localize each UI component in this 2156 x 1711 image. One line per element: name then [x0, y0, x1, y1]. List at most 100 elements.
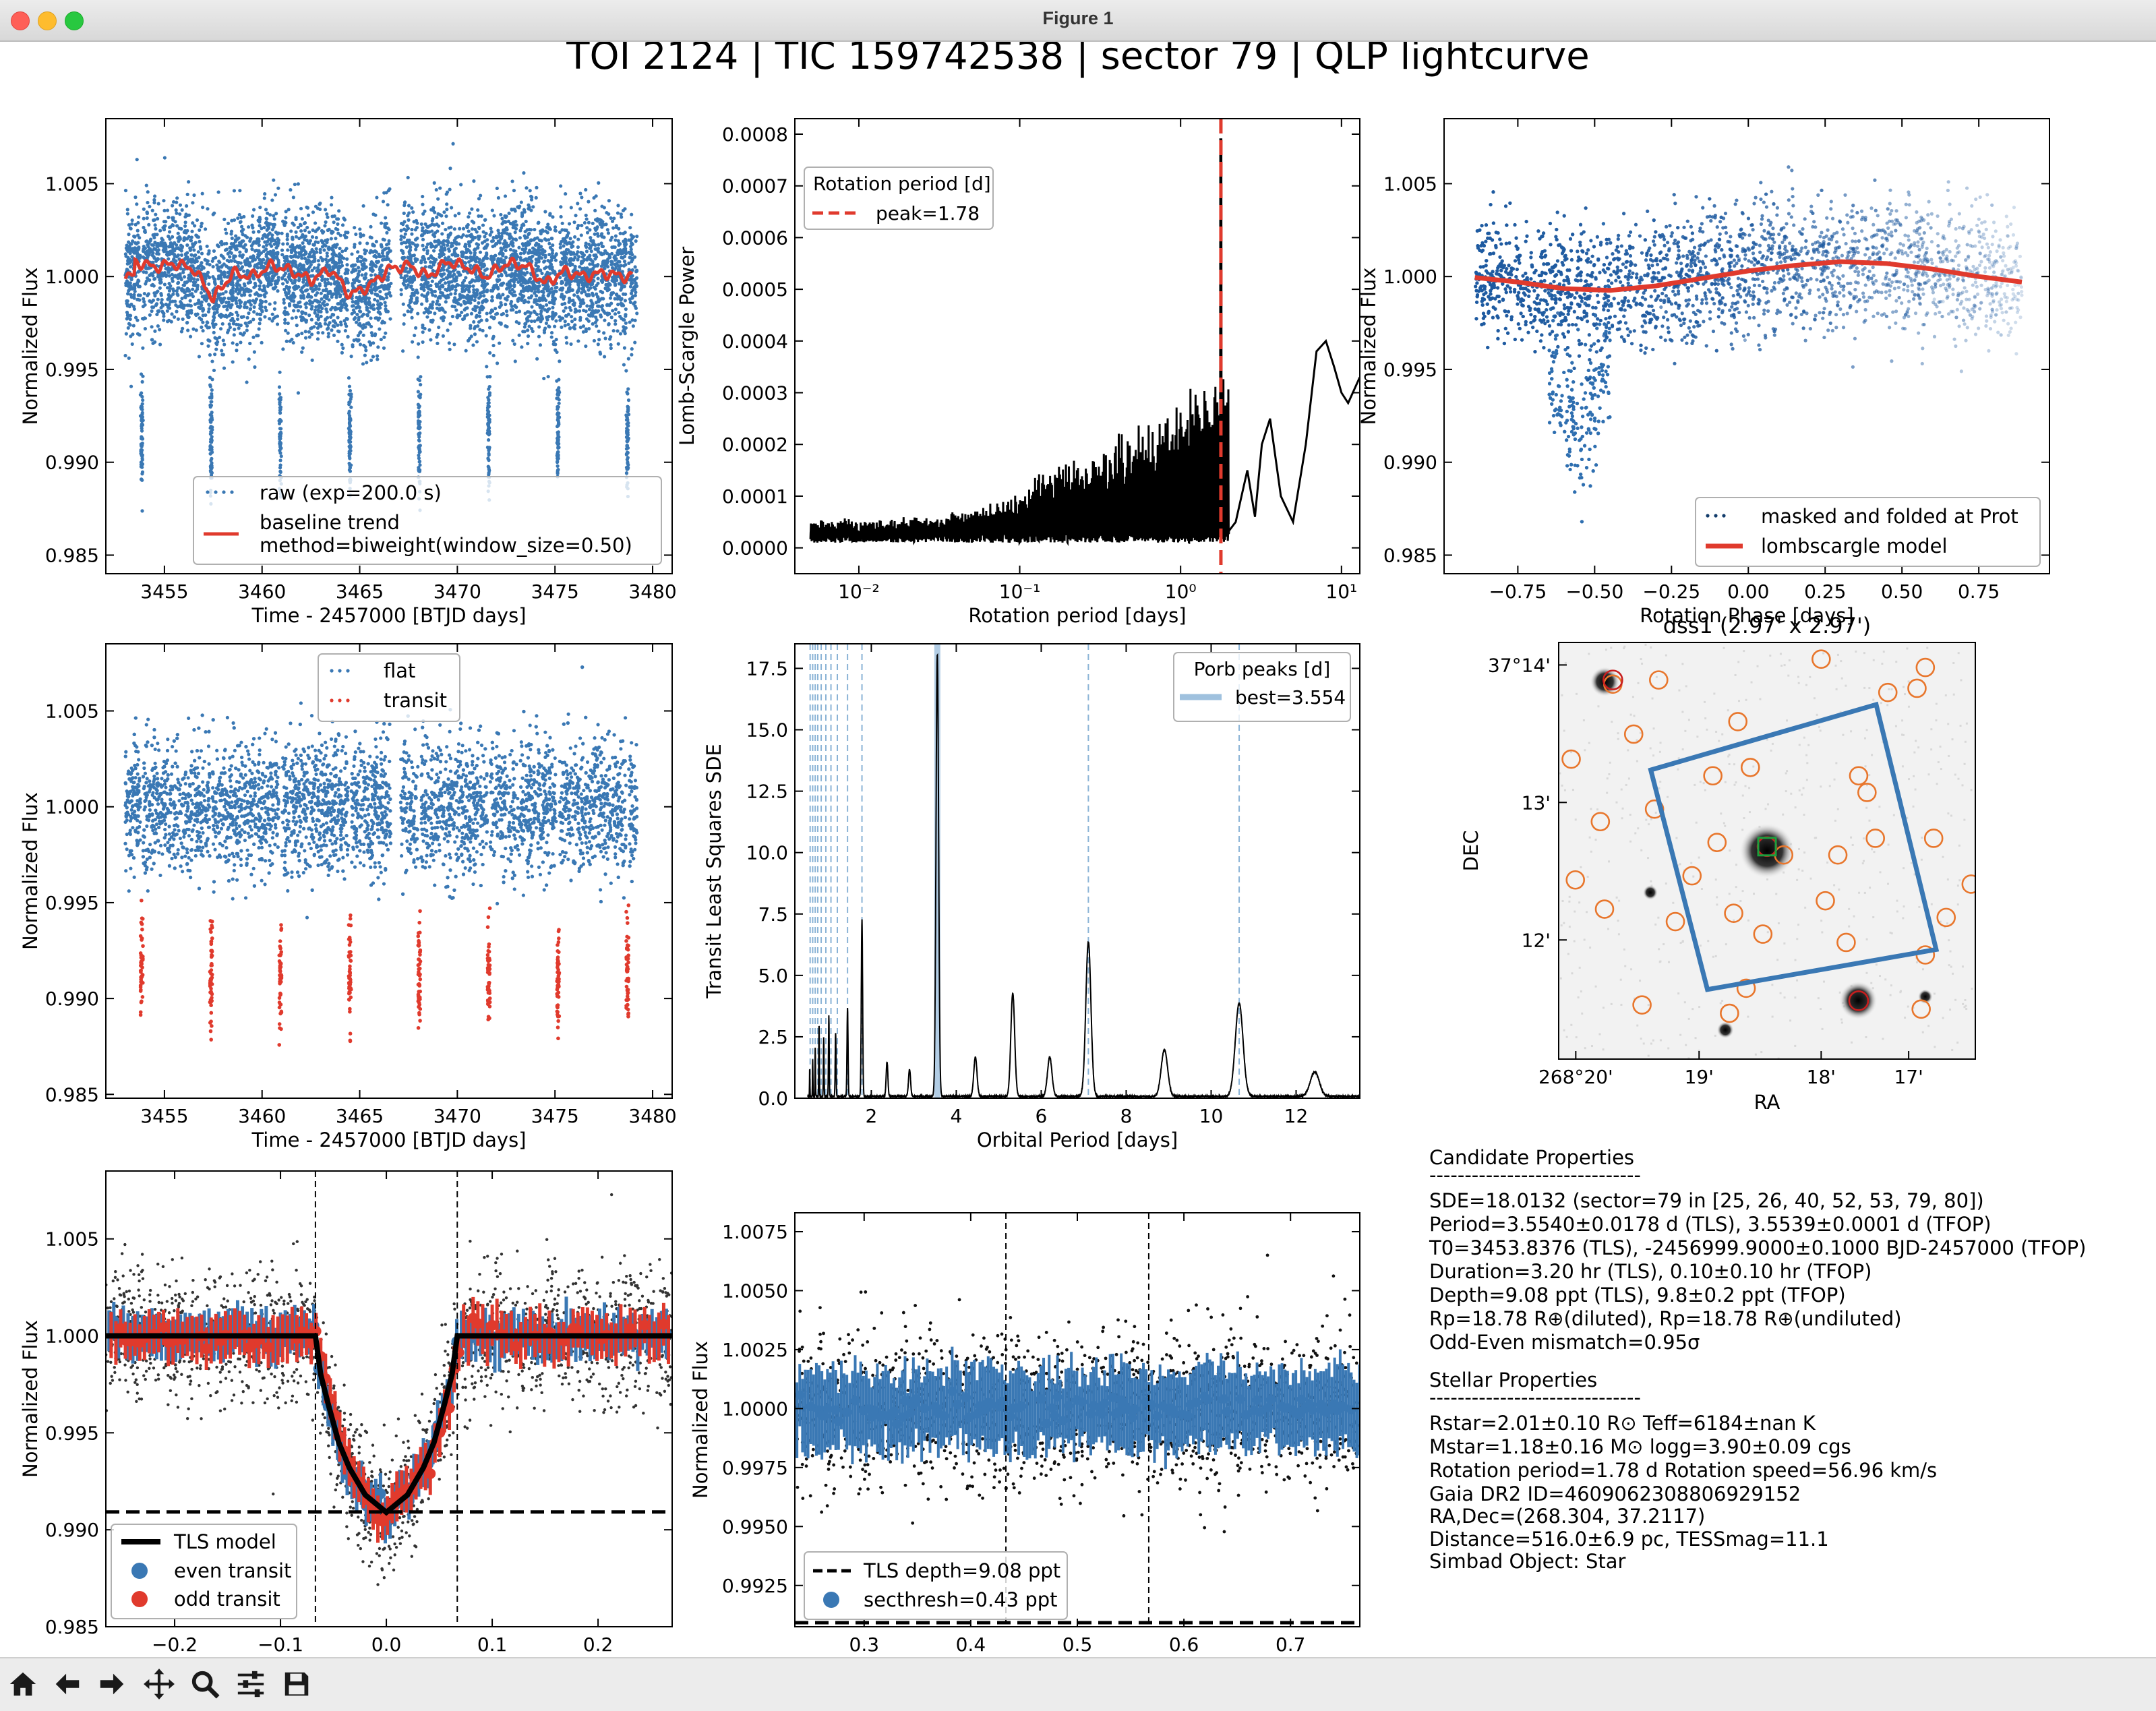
data-point	[189, 335, 192, 338]
data-point	[483, 268, 487, 272]
data-point	[353, 338, 356, 342]
data-point	[330, 237, 333, 240]
data-point	[227, 222, 230, 225]
data-point	[132, 293, 136, 297]
data-point	[616, 303, 620, 306]
data-point	[522, 287, 525, 290]
data-point	[548, 301, 551, 304]
data-point	[400, 256, 404, 260]
data-point	[138, 254, 142, 258]
data-point	[367, 340, 371, 344]
data-point	[278, 371, 281, 374]
data-point	[141, 398, 144, 402]
data-point	[386, 287, 390, 291]
data-point	[260, 309, 264, 312]
data-point	[618, 260, 621, 264]
data-point	[599, 290, 602, 293]
data-point	[136, 283, 139, 287]
data-point	[523, 330, 527, 333]
data-point	[340, 351, 344, 355]
data-point	[426, 291, 429, 295]
data-point	[433, 245, 437, 249]
data-point	[338, 295, 342, 298]
data-point	[326, 229, 330, 232]
data-point	[152, 236, 156, 239]
data-point	[257, 255, 260, 258]
data-point	[632, 235, 635, 239]
data-point	[167, 216, 170, 219]
data-point	[309, 327, 312, 330]
data-point	[251, 276, 255, 279]
data-point	[143, 292, 146, 295]
data-point	[518, 236, 522, 239]
data-point	[208, 383, 212, 386]
data-point	[174, 275, 177, 278]
data-point	[580, 196, 583, 199]
data-point	[616, 297, 619, 301]
data-point	[150, 338, 154, 341]
data-point	[489, 255, 493, 258]
data-point	[324, 239, 327, 242]
data-point	[339, 299, 342, 303]
data-point	[503, 214, 506, 218]
data-point	[585, 245, 588, 249]
data-point	[458, 227, 461, 231]
data-point	[551, 293, 554, 297]
data-point	[460, 235, 463, 239]
data-point	[150, 272, 153, 275]
data-point	[448, 341, 451, 344]
data-point	[473, 247, 477, 251]
data-point	[402, 283, 406, 287]
data-point	[553, 325, 556, 328]
data-point	[529, 195, 533, 198]
data-point	[130, 278, 133, 281]
data-point	[270, 245, 273, 248]
data-point	[283, 220, 287, 224]
data-point	[431, 269, 435, 272]
data-point	[411, 340, 414, 344]
data-point	[233, 328, 236, 331]
data-point	[330, 328, 333, 332]
data-point	[369, 325, 373, 328]
data-point	[524, 230, 527, 233]
data-point	[306, 295, 309, 299]
data-point	[334, 289, 337, 292]
data-point	[376, 355, 379, 358]
data-point	[338, 247, 341, 250]
data-point	[518, 334, 521, 337]
data-point	[508, 291, 512, 294]
data-point	[309, 295, 312, 299]
data-point	[477, 301, 480, 305]
data-point	[180, 297, 183, 300]
data-point	[539, 232, 543, 235]
data-point	[632, 324, 635, 328]
data-point	[175, 293, 179, 296]
data-point	[361, 362, 365, 365]
data-point	[462, 289, 466, 293]
data-point	[561, 281, 564, 284]
data-point	[411, 288, 415, 291]
data-point	[257, 230, 260, 233]
data-point	[328, 290, 332, 293]
data-point	[146, 211, 149, 214]
data-point	[357, 266, 360, 269]
data-point	[206, 344, 210, 348]
data-point	[126, 208, 129, 211]
data-point	[359, 342, 362, 346]
data-point	[635, 235, 638, 238]
data-point	[522, 222, 525, 226]
data-point	[496, 361, 499, 365]
data-point	[200, 291, 203, 295]
data-point	[291, 316, 294, 320]
data-point	[421, 330, 425, 334]
data-point	[181, 208, 184, 212]
data-point	[613, 322, 617, 326]
data-point	[318, 322, 322, 326]
data-point	[523, 249, 527, 253]
data-point	[617, 342, 620, 346]
data-point	[467, 243, 471, 246]
data-point	[421, 212, 425, 216]
figure-canvas[interactable]: TOI 2124 | TIC 159742538 | sector 79 | Q…	[0, 42, 2156, 1657]
data-point	[564, 278, 567, 282]
